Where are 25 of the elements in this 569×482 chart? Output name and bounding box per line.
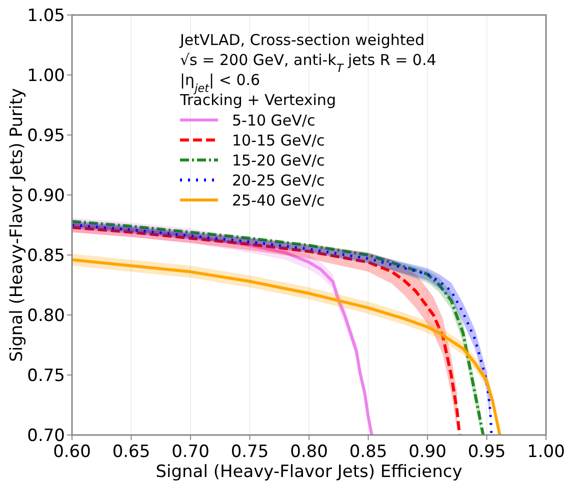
- y-tick-label: 0.85: [27, 246, 65, 266]
- y-tick-label: 0.95: [27, 126, 65, 146]
- x-axis-title: Signal (Heavy-Flavor Jets) Efficiency: [156, 462, 462, 482]
- x-tick-label: 0.70: [172, 442, 210, 462]
- x-tick-label: 0.65: [112, 442, 150, 462]
- x-tick-label: 0.90: [408, 442, 446, 462]
- legend-label: 15-20 GeV/c: [232, 151, 325, 170]
- y-axis-title: Signal (Heavy-Flavor Jets) Purity: [7, 88, 27, 362]
- y-tick-label: 0.90: [27, 186, 65, 206]
- x-tick-label: 0.80: [290, 442, 328, 462]
- legend-label: 20-25 GeV/c: [232, 171, 325, 190]
- legend-label: 10-15 GeV/c: [232, 131, 325, 150]
- x-tick-label: 1.00: [527, 442, 565, 462]
- x-tick-label: 0.60: [53, 442, 91, 462]
- x-tick-label: 0.95: [468, 442, 506, 462]
- x-tick-label: 0.85: [349, 442, 388, 462]
- y-tick-label: 0.75: [27, 366, 65, 386]
- text: JetVLAD, Cross-section weighted √s = 200 GeV, anti-k$_{T}$ jets R = 0.4 |η$_{jet}$| < 0.6 Tracking + Vertexing: [180, 31, 436, 109]
- legend-label: 5-10 GeV/c: [232, 111, 316, 130]
- x-tick-label: 0.75: [230, 442, 269, 462]
- y-tick-label: 1.00: [27, 66, 65, 86]
- y-tick-label: 1.05: [27, 6, 65, 26]
- line-series: [72, 258, 502, 435]
- legend-label: 25-40 GeV/c: [232, 191, 325, 210]
- y-tick-label: 0.80: [27, 306, 65, 326]
